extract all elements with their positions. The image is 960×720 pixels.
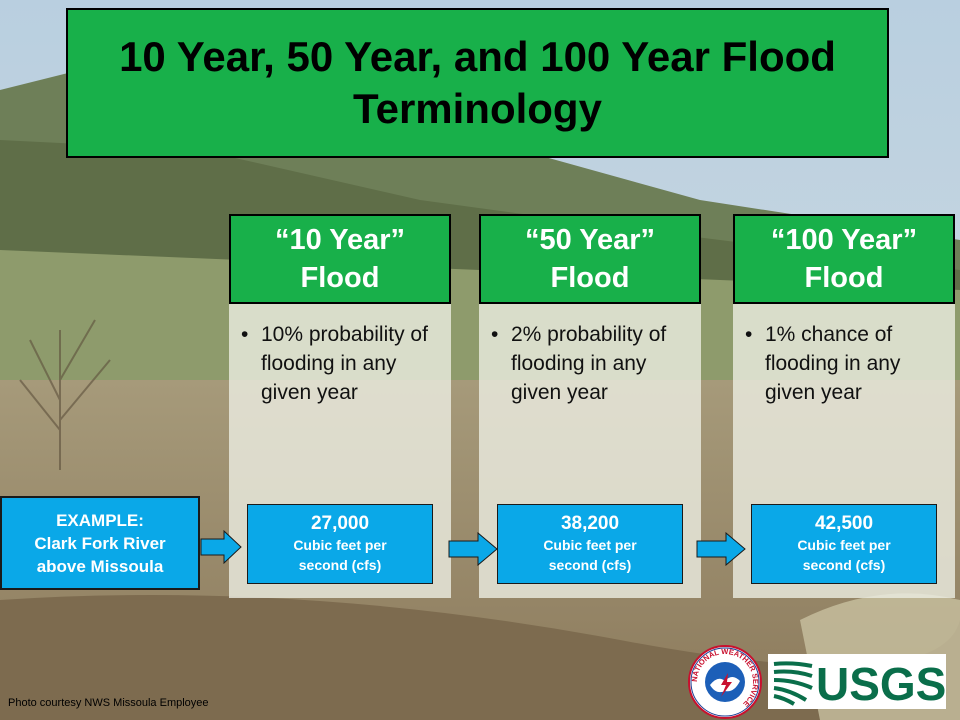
example-line3: above Missoula [36, 556, 164, 576]
flow-value: 38,200 [560, 513, 620, 534]
header-line1: “50 Year” [524, 224, 656, 256]
flow-value-box: 42,500 Cubic feet per second (cfs) [751, 504, 937, 584]
flow-unit-line1: Cubic feet per [293, 537, 387, 553]
flow-unit-line1: Cubic feet per [797, 537, 891, 553]
usgs-logo-icon: USGS [773, 658, 946, 710]
flow-unit-line2: second (cfs) [548, 557, 632, 573]
arrow-right-icon [448, 532, 498, 566]
column-header: “10 Year” Flood [229, 214, 451, 304]
flow-value: 27,000 [310, 513, 370, 534]
header-line1: “10 Year” [274, 224, 406, 256]
column-header: “100 Year” Flood [733, 214, 955, 304]
usgs-logo-text: USGS [816, 658, 946, 709]
title-banner: 10 Year, 50 Year, and 100 Year Flood Ter… [66, 8, 889, 158]
bullet-icon: • [491, 323, 499, 346]
usgs-logo: USGS [768, 654, 946, 710]
bullet-text: 10% probability of flooding in any given… [261, 323, 428, 404]
arrow-right-icon [200, 530, 242, 564]
header-line1: “100 Year” [770, 224, 918, 256]
example-line1: EXAMPLE: [56, 510, 144, 530]
flow-value: 42,500 [814, 513, 874, 534]
header-line2: Flood [804, 262, 884, 294]
example-line2: Clark Fork River [34, 533, 166, 553]
bullet-icon: • [241, 323, 249, 346]
arrow-right-icon [696, 532, 746, 566]
flow-value-box: 38,200 Cubic feet per second (cfs) [497, 504, 683, 584]
bullet-text: 1% chance of flooding in any given year [765, 323, 901, 404]
photo-credit: Photo courtesy NWS Missoula Employee [8, 697, 209, 709]
page-title: 10 Year, 50 Year, and 100 Year Flood Ter… [119, 33, 836, 132]
column-header: “50 Year” Flood [479, 214, 701, 304]
header-line2: Flood [550, 262, 630, 294]
bullet-item: • 10% probability of flooding in any giv… [241, 320, 443, 407]
bullet-text: 2% probability of flooding in any given … [511, 323, 667, 404]
header-line2: Flood [300, 262, 380, 294]
flow-unit-line2: second (cfs) [298, 557, 382, 573]
bullet-item: • 1% chance of flooding in any given yea… [745, 320, 947, 407]
flow-unit-line1: Cubic feet per [543, 537, 637, 553]
flow-unit-line2: second (cfs) [802, 557, 886, 573]
example-box: EXAMPLE: Clark Fork River above Missoula [0, 496, 200, 590]
nws-logo-icon: NATIONAL WEATHER SERVICE [688, 645, 762, 719]
bullet-icon: • [745, 323, 753, 346]
flow-value-box: 27,000 Cubic feet per second (cfs) [247, 504, 433, 584]
bullet-item: • 2% probability of flooding in any give… [491, 320, 693, 407]
